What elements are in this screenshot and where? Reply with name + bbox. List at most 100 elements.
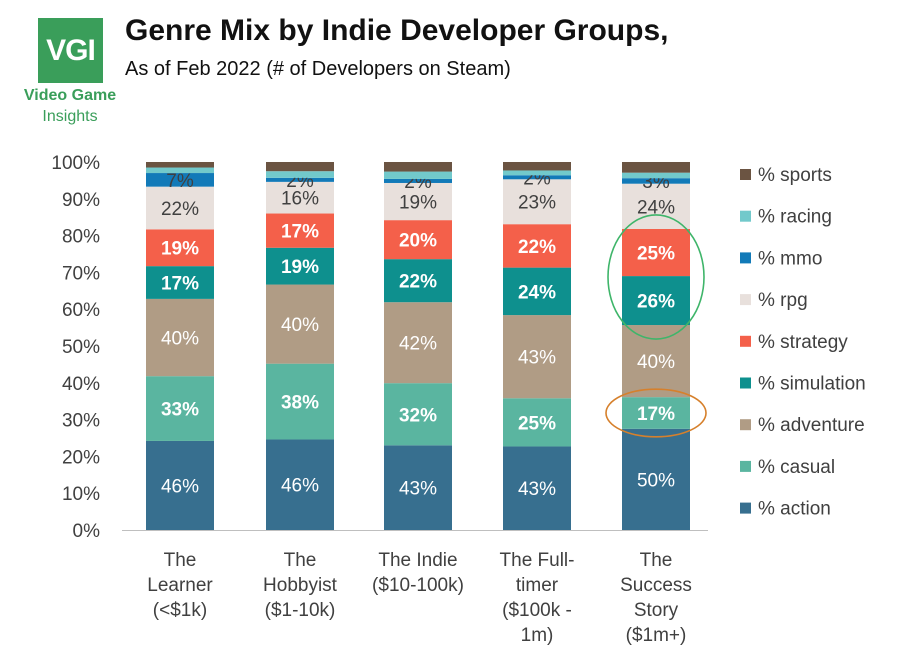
bar-segment-rpg — [146, 186, 214, 230]
data-label-action: 43% — [518, 479, 556, 500]
data-label-casual: 25% — [518, 413, 556, 434]
bar-segment-strategy — [503, 224, 571, 268]
bar-segment-adventure — [503, 315, 571, 399]
data-label-action: 43% — [399, 479, 437, 500]
y-tick-label: 10% — [62, 484, 100, 505]
legend-swatch-strategy — [740, 335, 751, 347]
legend-swatch-casual — [740, 460, 751, 472]
data-label-casual: 32% — [399, 405, 437, 426]
legend-swatch-action — [740, 502, 751, 514]
y-tick-label: 100% — [51, 153, 100, 174]
bar-segment-adventure — [146, 298, 214, 377]
highlight-ellipse-green — [607, 214, 705, 340]
bar-segment-simulation — [622, 276, 690, 326]
data-label-strategy: 20% — [399, 231, 437, 252]
data-label-strategy: 19% — [161, 239, 199, 260]
bar-segment-adventure — [266, 284, 334, 364]
data-label-action: 46% — [161, 476, 199, 497]
data-label-simulation: 24% — [518, 282, 556, 303]
bar-segment-racing — [266, 171, 334, 178]
bar-segment-rpg — [266, 181, 334, 214]
bar-segment-casual — [266, 363, 334, 440]
legend-label-adventure: % adventure — [758, 415, 865, 436]
x-category-label: (<$1k) — [153, 600, 207, 621]
x-category-label: The Full- — [500, 550, 575, 571]
legend-label-sports: % sports — [758, 165, 832, 186]
data-label-adventure: 40% — [637, 352, 675, 373]
bar-segment-simulation — [146, 266, 214, 299]
data-label-adventure: 42% — [399, 334, 437, 355]
data-label-rpg: 16% — [281, 189, 319, 210]
bar-segment-racing — [503, 170, 571, 176]
y-tick-label: 50% — [62, 337, 100, 358]
x-category-label: ($100k - — [502, 600, 572, 621]
bar-segment-casual — [384, 383, 452, 446]
y-tick-label: 80% — [62, 227, 100, 248]
data-label-simulation: 17% — [161, 274, 199, 295]
bar-segment-action — [503, 446, 571, 530]
legend-swatch-sports — [740, 169, 751, 180]
x-category-label: The — [164, 550, 197, 571]
legend-label-casual: % casual — [758, 457, 835, 478]
data-label-strategy: 17% — [281, 222, 319, 243]
data-label-adventure: 40% — [281, 315, 319, 336]
x-category-label: Learner — [147, 575, 213, 596]
bar-segment-action — [622, 428, 690, 530]
data-label-casual: 38% — [281, 393, 319, 414]
y-tick-label: 0% — [73, 521, 101, 542]
data-label-adventure: 40% — [161, 329, 199, 350]
data-label-casual: 33% — [161, 400, 199, 421]
legend-label-strategy: % strategy — [758, 332, 848, 353]
bar-segment-casual — [146, 376, 214, 441]
x-category-label: timer — [516, 575, 559, 596]
x-category-label: The Indie — [378, 550, 457, 571]
bar-segment-mmo — [503, 175, 571, 180]
bar-segment-racing — [622, 172, 690, 179]
bar-segment-casual — [622, 397, 690, 429]
data-label-action: 50% — [637, 470, 675, 491]
bar-segment-sports — [622, 162, 690, 173]
bar-segment-strategy — [266, 213, 334, 248]
bar-segment-sports — [146, 162, 214, 168]
x-category-label: 1m) — [521, 625, 554, 646]
bar-segment-simulation — [384, 259, 452, 303]
legend-swatch-mmo — [740, 252, 751, 264]
bar-segment-strategy — [622, 228, 690, 277]
bar-segment-mmo — [384, 178, 452, 183]
data-label-rpg: 22% — [161, 199, 199, 220]
legend-swatch-simulation — [740, 377, 751, 389]
y-tick-label: 90% — [62, 190, 100, 211]
x-category-label: The — [640, 550, 673, 571]
x-category-label: ($1m+) — [626, 625, 687, 646]
x-category-label: ($1-10k) — [265, 600, 336, 621]
data-label-rpg: 24% — [637, 197, 675, 218]
data-label-adventure: 43% — [518, 348, 556, 369]
legend-label-action: % action — [758, 499, 831, 520]
bar-segment-simulation — [266, 247, 334, 285]
x-category-label: ($10-100k) — [372, 575, 464, 596]
bar-segment-racing — [384, 171, 452, 179]
y-tick-label: 20% — [62, 447, 100, 468]
bar-segment-strategy — [384, 220, 452, 260]
x-category-label: The — [284, 550, 317, 571]
bar-segment-adventure — [384, 302, 452, 384]
data-label-simulation: 26% — [637, 292, 675, 313]
bar-segment-mmo — [622, 178, 690, 184]
logo-text-line2: Insights — [42, 108, 98, 125]
logo-text-line1: Video Game — [23, 87, 117, 104]
data-label-action: 46% — [281, 476, 319, 497]
data-label-casual: 17% — [637, 404, 675, 425]
legend-label-racing: % racing — [758, 207, 832, 228]
data-label-strategy: 25% — [637, 244, 675, 265]
highlight-ellipse-orange — [605, 388, 707, 438]
y-tick-label: 30% — [62, 411, 100, 432]
bar-segment-action — [266, 439, 334, 530]
bar-segment-mmo — [266, 177, 334, 182]
legend-swatch-racing — [740, 210, 751, 222]
x-category-label: Success — [620, 575, 692, 596]
data-label-rpg: 19% — [399, 193, 437, 214]
legend-label-simulation: % simulation — [758, 374, 866, 395]
y-tick-label: 60% — [62, 300, 100, 321]
bar-segment-simulation — [503, 267, 571, 316]
